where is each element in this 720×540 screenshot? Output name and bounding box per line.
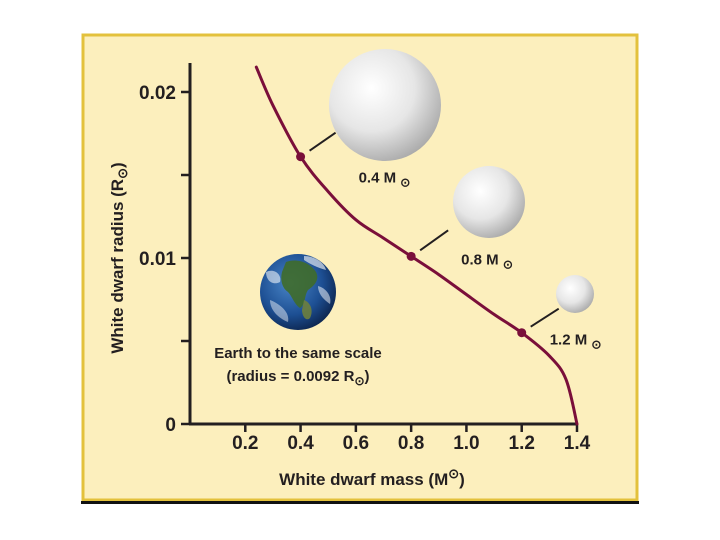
x-tick-label-0.2: 0.2 (232, 433, 258, 454)
data-point-0.4 (296, 152, 306, 162)
y-tick-label-0.01: 0.01 (139, 249, 176, 270)
y-axis-title: White dwarf radius (R⊙) (108, 162, 130, 353)
y-tick-label-0: 0 (165, 415, 176, 436)
leader-line-0.8 (419, 229, 449, 252)
x-tick-label-0.4: 0.4 (287, 433, 314, 454)
data-point-0.8 (406, 251, 416, 261)
x-tick-label-0.6: 0.6 (343, 433, 369, 454)
white-dwarf-sphere-0.4 (329, 49, 441, 161)
white-dwarf-sphere-0.8 (453, 166, 525, 238)
x-tick-label-1.2: 1.2 (509, 433, 535, 454)
earth-annotation-line2: (radius = 0.0092 R⊙) (226, 368, 369, 388)
white-dwarf-sphere-1.2 (556, 275, 594, 313)
data-label-0.8: 0.8 M ⊙ (461, 251, 513, 271)
x-tick-label-1.0: 1.0 (453, 433, 479, 454)
data-label-0.4: 0.4 M ⊙ (359, 170, 411, 190)
y-tick-label-0.02: 0.02 (139, 83, 176, 104)
marker-layer: 0.4 M ⊙ 0.8 M ⊙ 1.2 M ⊙ (296, 131, 602, 352)
earth-annotation-line1: Earth to the same scale (214, 345, 382, 362)
data-point-1.2 (517, 328, 527, 338)
x-tick-label-0.8: 0.8 (398, 433, 424, 454)
tick-labels: 0.2 0.4 0.6 0.8 1.0 1.2 1.4 0 0.01 0.02 (139, 83, 591, 454)
leader-line-0.4 (309, 131, 337, 152)
earth-image (260, 254, 336, 330)
leader-line-1.2 (530, 307, 560, 328)
x-tick-label-1.4: 1.4 (564, 433, 591, 454)
x-axis-title: White dwarf mass (M⊙) (279, 466, 465, 489)
data-label-1.2: 1.2 M ⊙ (550, 332, 602, 352)
